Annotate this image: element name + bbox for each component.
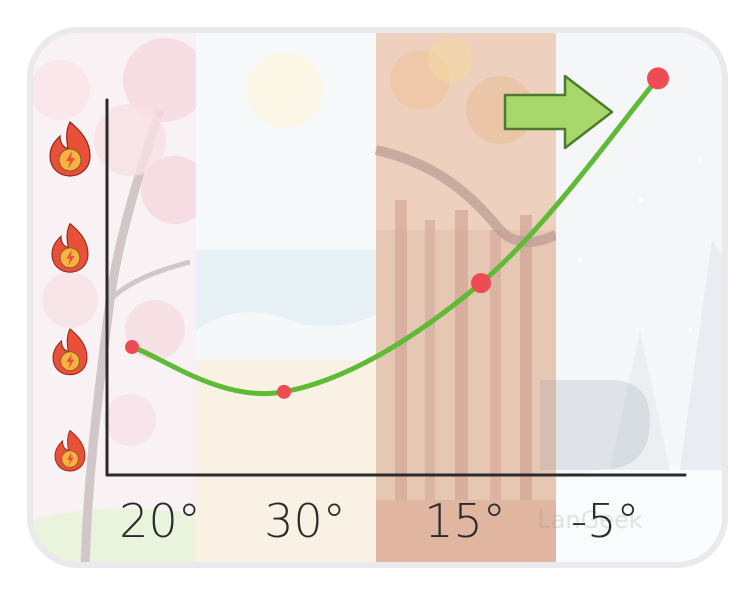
data-point [277,384,291,399]
series-line [129,75,661,396]
data-point [471,273,491,294]
spring-panel [30,30,209,565]
season-background [30,30,725,565]
card-border [27,27,728,568]
x-tick-labels: 20° 30° 15° -5° [119,494,639,548]
data-point [647,67,669,90]
arrow-right-icon [503,74,614,150]
x-tick-label: -5° [571,494,640,548]
x-tick-label: 15° [424,494,506,548]
x-tick-label: 30° [264,494,346,548]
x-tick-label: 20° [119,494,201,548]
data-point [125,340,139,355]
watermark-text: LanGeek [537,506,642,534]
data-points [125,67,669,399]
axes [105,98,687,477]
watermark-logo: LanGeek [537,380,650,534]
